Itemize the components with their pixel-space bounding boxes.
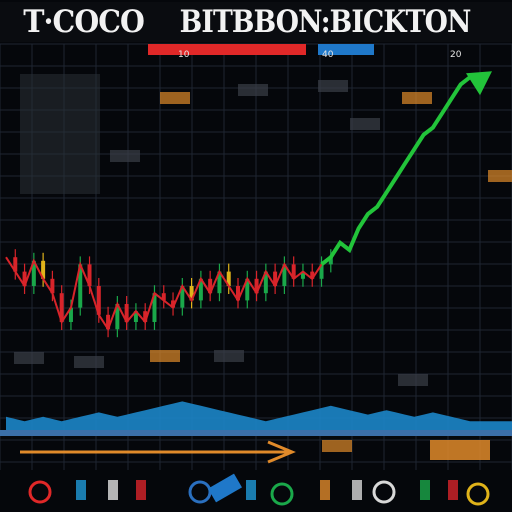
info-badge xyxy=(14,352,44,364)
candle-body xyxy=(226,271,231,286)
volume-baseline xyxy=(0,430,512,436)
trend-line xyxy=(320,75,472,266)
status-ring-icon xyxy=(28,480,52,504)
glyph-mark xyxy=(352,480,362,500)
decor-panels xyxy=(14,44,512,452)
glyph-mark xyxy=(420,480,430,500)
candle-body xyxy=(124,304,129,322)
candle-body xyxy=(208,278,213,294)
info-badge xyxy=(350,118,380,130)
status-badge xyxy=(430,440,490,460)
volume-area-path xyxy=(6,401,512,432)
info-badge xyxy=(398,374,428,386)
tilted-block xyxy=(208,473,242,503)
status-ring-icon xyxy=(270,482,294,506)
candle-body xyxy=(87,264,92,286)
candle-body xyxy=(68,307,73,322)
candle-body xyxy=(78,264,83,308)
glyph-mark xyxy=(76,480,86,500)
title-part-2: BITBBON:BICKTON xyxy=(179,4,471,40)
glyph-mark xyxy=(320,480,330,500)
header-bar-blue xyxy=(318,44,374,55)
trend-arrowhead xyxy=(466,71,492,96)
info-badge xyxy=(488,170,512,182)
candle-body xyxy=(96,286,101,315)
info-badge xyxy=(402,92,432,104)
candles xyxy=(13,249,333,338)
candle-body xyxy=(143,311,148,322)
glyph-mark xyxy=(448,480,458,500)
candle-body xyxy=(263,271,268,294)
arrow-badge-label: 20 xyxy=(450,50,462,60)
arrow-badge-label: 40 xyxy=(322,50,334,60)
candle-body xyxy=(13,257,18,272)
glyph-mark xyxy=(136,480,146,500)
bottom-strip: 10 40 20 xyxy=(20,50,490,506)
progress-arrowhead xyxy=(267,440,296,464)
candle-body xyxy=(254,278,259,294)
candle-body xyxy=(300,271,305,279)
info-badge xyxy=(214,350,244,362)
candle-body xyxy=(189,286,194,301)
side-panel xyxy=(20,74,100,194)
candle-body xyxy=(41,260,46,279)
candle-body xyxy=(217,271,222,294)
candle-body xyxy=(50,278,55,294)
candle-body xyxy=(133,311,138,322)
status-ring-icon xyxy=(372,480,396,504)
candle-body xyxy=(171,300,176,308)
glyph-mark xyxy=(246,480,256,500)
candle-body xyxy=(198,278,203,301)
candle-body xyxy=(319,264,324,279)
candle-body xyxy=(180,286,185,308)
status-ring-icon xyxy=(188,480,212,504)
candle-body xyxy=(152,293,157,322)
candle-body xyxy=(22,271,27,286)
candle-body xyxy=(115,304,120,330)
status-ring-icon xyxy=(466,482,490,506)
candle-body xyxy=(59,293,64,322)
candle-body xyxy=(245,278,250,301)
arrow-badge-label: 10 xyxy=(178,50,190,60)
chart-title: T·COCO BITBBON:BICKTON xyxy=(0,2,512,42)
series-lines xyxy=(5,71,492,332)
candle-body xyxy=(106,314,111,330)
info-badge xyxy=(238,84,268,96)
info-badge xyxy=(318,80,348,92)
candle-body xyxy=(236,286,240,301)
volume-area xyxy=(0,401,512,436)
info-badge xyxy=(160,92,190,104)
header-bar-red xyxy=(148,44,306,55)
candle-body xyxy=(291,264,296,279)
title-part-1: T·COCO xyxy=(23,4,146,40)
info-badge xyxy=(150,350,180,362)
glyph-mark xyxy=(108,480,118,500)
candle-body xyxy=(161,293,166,301)
info-badge xyxy=(322,440,352,452)
candle-body xyxy=(273,271,278,286)
candle-body xyxy=(31,260,36,286)
info-badge xyxy=(74,356,104,368)
candle-body xyxy=(282,264,287,286)
candle-body xyxy=(310,271,315,279)
info-badge xyxy=(110,150,140,162)
candle-body xyxy=(328,257,333,265)
